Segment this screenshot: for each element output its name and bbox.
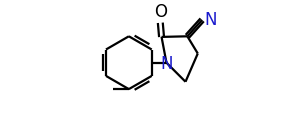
Text: N: N <box>160 54 173 72</box>
Text: N: N <box>205 11 217 29</box>
Text: O: O <box>154 3 167 21</box>
